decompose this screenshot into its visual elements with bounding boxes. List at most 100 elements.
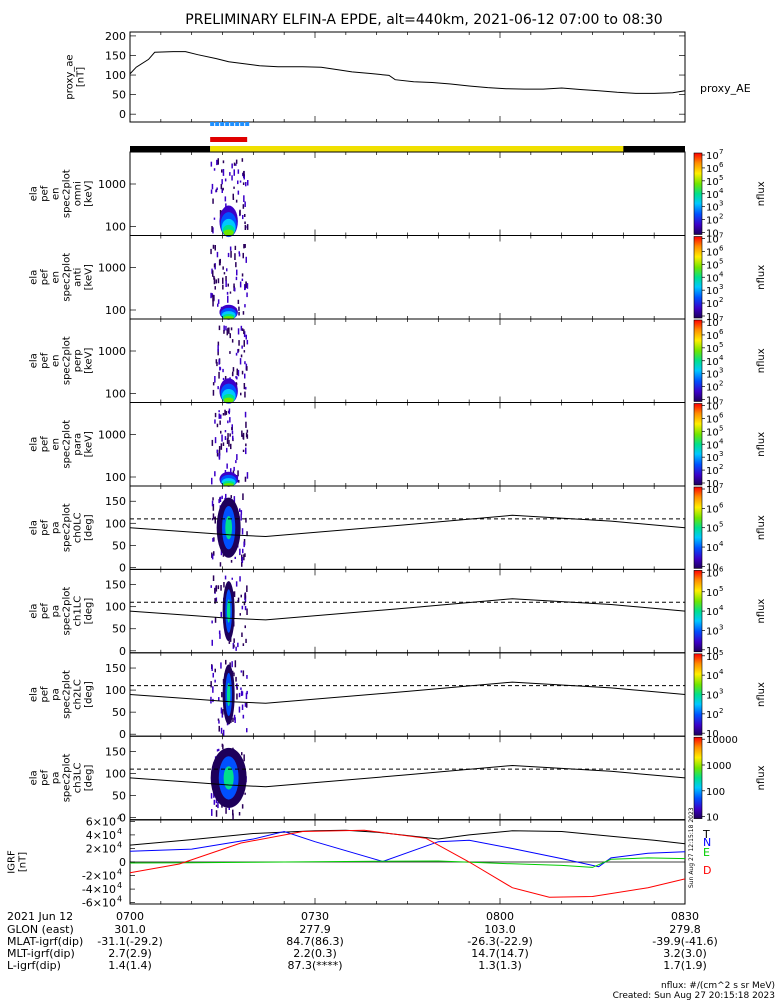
pa3-ytick-label: 0: [119, 812, 126, 825]
spec3-frame: [129, 402, 686, 487]
pa1-cbar-tickexp: 4: [719, 604, 724, 612]
spec1-label-line: pef: [40, 269, 51, 286]
pa0-spectro-cell: [212, 537, 214, 542]
igrf-E-label: E: [703, 846, 710, 859]
pa0-spectro-cell: [241, 561, 243, 567]
ephemeris-value: -26.3(-22.9): [467, 935, 533, 948]
spec1-spectro-cell: [223, 272, 226, 275]
spec3-spectro-cell: [231, 427, 233, 431]
pa2-ytick-label: 100: [105, 684, 126, 697]
pa2-cbar-tickexp: 2: [719, 707, 723, 715]
pa2-spectro-cell: [218, 725, 220, 732]
pa3-spectro-cell: [211, 809, 213, 816]
spec0-spectro-cell: [244, 201, 246, 207]
spec3-spectro-cell: [241, 430, 243, 437]
spec0-frame: [129, 151, 686, 236]
pa2-spectro-cell: [225, 659, 227, 665]
spec0-cbar-tickexp: 6: [719, 161, 724, 169]
spec3-spectro-cell: [216, 449, 219, 457]
spec1-ytick-label: 1000: [98, 262, 126, 275]
pa0-spectro-cell: [218, 499, 220, 504]
spec3-cbar-ticklabel: 10: [706, 414, 719, 425]
spec0-spectro-cell: [212, 198, 214, 204]
pa2-spectro-cell: [240, 670, 243, 673]
spec3-spectro-cell: [222, 413, 225, 416]
igrf-ytick-exp: 4: [117, 827, 122, 836]
spec2-cbar-ticklabel: 10: [706, 383, 719, 394]
spec3-spectro-cell: [220, 414, 222, 419]
pa2-label-line: ch2LC: [73, 679, 84, 710]
spec2-spectro-cell: [225, 325, 227, 331]
pa2-spectro-cell: [217, 718, 220, 721]
pa0-spectro-cell: [241, 528, 244, 535]
time-tick-label: 0800: [486, 910, 514, 923]
spec1-label-line: [keV]: [84, 264, 95, 290]
pa1-cbar-ticklabel: 10: [706, 646, 719, 657]
spec0-ytick-label: 1000: [98, 178, 126, 191]
spec1-cbar-ticklabel: 10: [706, 273, 719, 284]
spec2-spectro-cell: [217, 341, 220, 346]
spec2-spectro-cell: [241, 328, 244, 331]
spec3-spectro-cell: [229, 417, 231, 423]
spec1-spectro-cell: [217, 299, 220, 304]
pa1-spectro-cell: [211, 620, 213, 624]
spec3-spectro-cell: [226, 463, 228, 469]
spec1-spectro-cell: [237, 299, 240, 304]
science-zone-segment: [210, 122, 215, 126]
spec2-spectro-cell: [216, 361, 218, 367]
spec2-spectro-cell: [243, 383, 246, 390]
pa2-spectro-cell: [240, 690, 243, 696]
spec0-spectro-cell: [220, 184, 223, 190]
pa1-pa-core: [226, 599, 231, 623]
spec1-label-line: en: [51, 271, 62, 284]
spec0-spectro-cell: [239, 209, 241, 216]
pa2-spectro-cell: [232, 717, 234, 722]
spec1-spectro-cell: [222, 277, 224, 284]
spec0-spectro-cell: [213, 217, 216, 220]
pa0-spectro-cell: [230, 495, 232, 499]
ae-frame: [129, 31, 686, 123]
pa2-cbar-label: nflux: [756, 682, 767, 707]
pa2-spectro-cell: [238, 706, 241, 713]
ephemeris-date: 2021 Jun 12: [7, 910, 73, 923]
spec3-spectro-cell: [211, 439, 214, 446]
pa3-spectro-cell: [244, 792, 246, 795]
pa1-label-line: pef: [40, 603, 51, 620]
spec3-spectro-cell: [244, 476, 247, 482]
spec1-spectro-cell: [244, 286, 246, 290]
pa2-cbar-ticklabel: 10: [706, 671, 719, 682]
time-tick-label: 0730: [301, 910, 329, 923]
pa3-spectro-cell: [215, 799, 218, 804]
spec2-spectro-cell: [238, 340, 240, 346]
spec1-spectro-cell: [243, 244, 245, 249]
spec2-cbar-ticklabel: 10: [706, 370, 719, 381]
spec2-spectro-cell: [240, 392, 242, 396]
pa2-spectro-cell: [238, 692, 241, 698]
spec0-cbar-tickexp: 4: [719, 187, 724, 195]
pa1-spectro-cell: [231, 577, 233, 580]
pa3-spectro-cell: [243, 754, 245, 762]
igrf-ytick-exp: 4: [117, 868, 122, 877]
pa1-spectro-cell: [215, 598, 217, 602]
spec0-spectro-cell: [244, 221, 246, 224]
spec1-spectro-cell: [244, 244, 246, 248]
science-zone-segment: [240, 122, 245, 126]
spec2-spectro-cell: [246, 339, 249, 345]
spec3-spectro-cell: [214, 412, 217, 418]
pa0-label-line: ela: [29, 520, 40, 535]
igrf-ytick-label: 4×10: [86, 829, 116, 842]
pa0-cbar-tickexp: 7: [719, 482, 723, 490]
spec2-cbar-label: nflux: [756, 348, 767, 373]
igrf-N-line: [129, 830, 686, 868]
spec3-spectro-cell: [214, 471, 216, 477]
pa2-spectro-cell: [214, 668, 216, 673]
pa0-label-line: pef: [40, 519, 51, 536]
pa1-frame: [129, 568, 686, 654]
spec0-spectro-cell: [224, 178, 227, 182]
spec2-spectro-cell: [226, 329, 228, 336]
spec1-spectro-cell: [212, 270, 214, 277]
spec0-spectro-cell: [242, 182, 245, 185]
pa2-spectro-cell: [229, 662, 231, 668]
spec3-spectro-cell: [245, 443, 247, 447]
